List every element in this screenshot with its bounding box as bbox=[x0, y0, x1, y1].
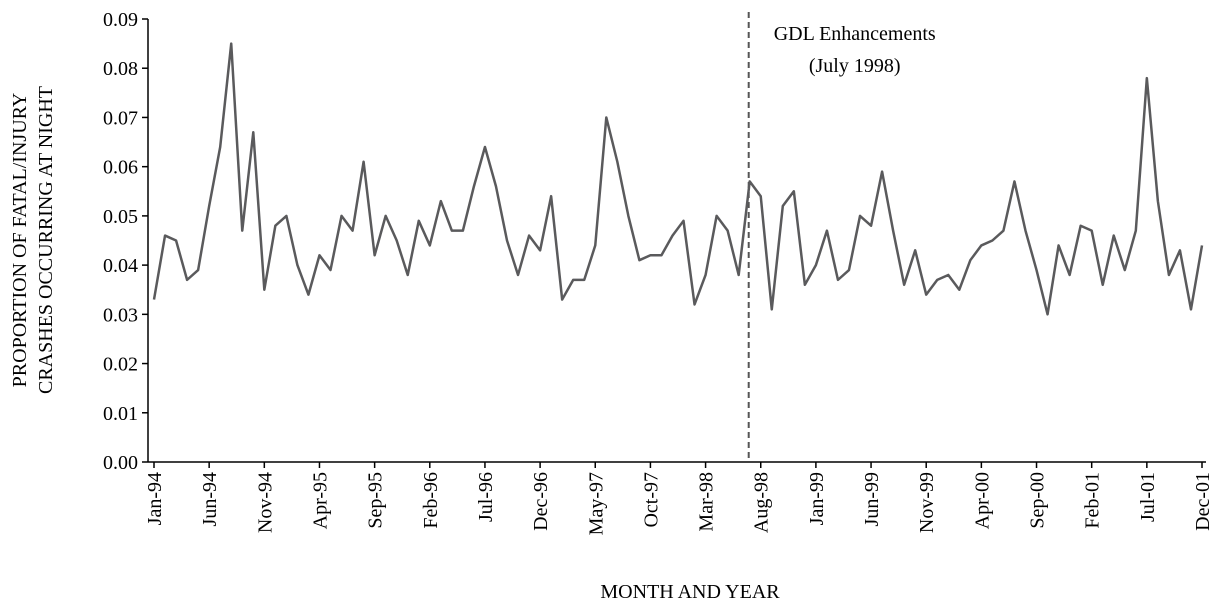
y-tick-label: 0.01 bbox=[103, 403, 138, 425]
y-tick-label: 0.00 bbox=[103, 452, 138, 474]
x-tick-label: Jan-94 bbox=[144, 472, 166, 525]
y-tick-label: 0.03 bbox=[103, 304, 138, 326]
x-tick-label: Jan-99 bbox=[806, 472, 828, 525]
y-tick-label: 0.08 bbox=[103, 58, 138, 80]
x-tick-label: Jul-01 bbox=[1137, 472, 1159, 522]
annotation: (July 1998) bbox=[809, 55, 901, 77]
y-axis-title: CRASHES OCCURRING AT NIGHT bbox=[35, 86, 57, 394]
x-tick-label: May-97 bbox=[585, 472, 607, 535]
x-tick-label: Sep-95 bbox=[365, 472, 387, 529]
x-tick-label: Sep-00 bbox=[1027, 472, 1049, 529]
x-tick-label: Apr-00 bbox=[971, 472, 993, 529]
x-tick-label: Mar-98 bbox=[696, 472, 718, 532]
x-tick-label: Nov-99 bbox=[916, 472, 938, 533]
x-tick-label: Jul-96 bbox=[475, 472, 497, 522]
annotation: GDL Enhancements bbox=[774, 23, 936, 45]
y-tick-label: 0.05 bbox=[103, 206, 138, 228]
x-tick-label: Feb-01 bbox=[1082, 472, 1104, 529]
y-tick-label: 0.09 bbox=[103, 9, 138, 31]
x-axis-title: MONTH AND YEAR bbox=[600, 581, 780, 603]
x-tick-label: Jun-99 bbox=[861, 472, 883, 526]
y-tick-label: 0.02 bbox=[103, 354, 138, 376]
y-tick-label: 0.04 bbox=[103, 255, 138, 277]
x-tick-label: Nov-94 bbox=[254, 472, 276, 533]
x-tick-label: Apr-95 bbox=[309, 472, 331, 529]
x-tick-label: Jun-94 bbox=[199, 472, 221, 526]
x-tick-label: Oct-97 bbox=[640, 472, 662, 528]
y-tick-label: 0.06 bbox=[103, 157, 138, 179]
x-tick-label: Dec-96 bbox=[530, 472, 552, 531]
y-tick-label: 0.07 bbox=[103, 107, 138, 129]
data-line bbox=[152, 42, 1204, 316]
x-tick-label: Feb-96 bbox=[420, 472, 442, 529]
x-tick-label: Dec-01 bbox=[1192, 472, 1214, 531]
y-axis-title: PROPORTION OF FATAL/INJURY bbox=[9, 93, 31, 388]
x-tick-label: Aug-98 bbox=[751, 472, 773, 533]
